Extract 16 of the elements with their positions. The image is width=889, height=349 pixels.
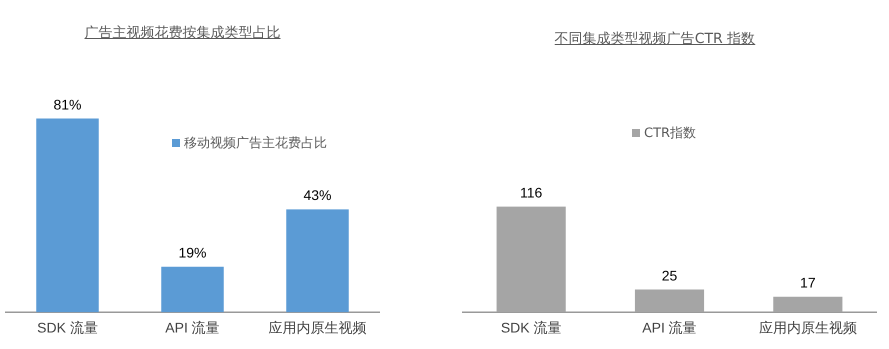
x-tick-label: 应用内原生视频 [268, 319, 366, 336]
x-tick-label: 应用内原生视频 [758, 319, 857, 336]
data-label: 116 [520, 184, 543, 200]
legend-label: 移动视频广告主花费占比 [184, 136, 327, 151]
data-label: 43% [303, 187, 332, 204]
data-label: 17 [800, 274, 816, 291]
chart-title: 广告主视频花费按集成类型占比 [84, 24, 282, 42]
x-tick-label: SDK 流量 [37, 319, 98, 336]
legend-label: CTR指数 [644, 126, 696, 141]
data-label: 81% [53, 96, 82, 112]
x-tick-label: API 流量 [642, 319, 697, 336]
data-label: 19% [178, 244, 207, 261]
x-tick-label: SDK 流量 [500, 319, 562, 336]
chart-title: 不同集成类型视频广告CTR 指数 [554, 30, 756, 48]
x-tick-label: API 流量 [165, 319, 220, 336]
data-label: 25 [662, 267, 678, 284]
